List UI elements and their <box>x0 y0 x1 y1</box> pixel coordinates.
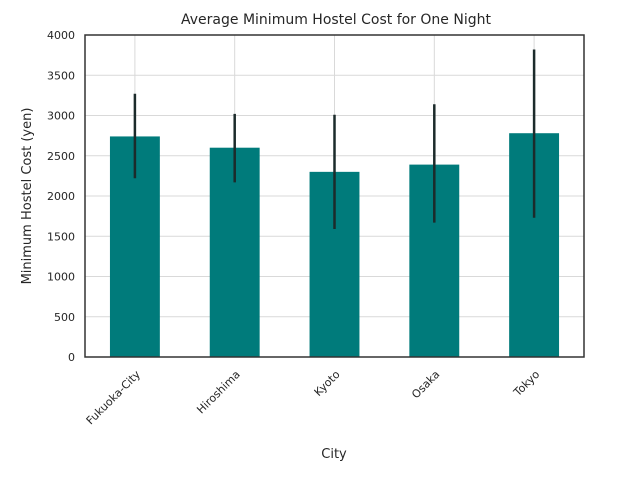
x-tick-label: Osaka <box>409 368 442 401</box>
y-tick-label: 4000 <box>47 29 75 42</box>
y-tick-label: 1000 <box>47 271 75 284</box>
x-tick-label: Tokyo <box>511 368 543 400</box>
chart-title: Average Minimum Hostel Cost for One Nigh… <box>181 12 491 28</box>
bar-hiroshima <box>209 147 260 357</box>
x-tick-label: Fukuoka-City <box>84 368 144 428</box>
y-tick-label: 2500 <box>47 150 75 163</box>
y-tick-label: 3500 <box>47 69 75 82</box>
y-tick-label: 0 <box>68 351 75 364</box>
plot-frame <box>84 34 585 358</box>
y-tick-label: 3000 <box>47 110 75 123</box>
error-bar-group <box>133 49 536 230</box>
x-tick-label: Hiroshima <box>194 368 242 416</box>
y-tick-label: 2000 <box>47 190 75 203</box>
bar-group <box>109 133 560 357</box>
y-axis-label: Minimum Hostel Cost (yen) <box>20 108 35 285</box>
y-tick-label: 1500 <box>47 230 75 243</box>
y-tick-labels: 0 500 1000 1500 2000 2500 3000 3500 4000 <box>47 29 75 364</box>
x-tick-label: Kyoto <box>312 368 343 399</box>
y-tick-label: 500 <box>54 311 75 324</box>
x-axis-label: City <box>321 447 347 462</box>
x-tick-labels: Fukuoka-City Hiroshima Kyoto Osaka Tokyo <box>84 368 543 428</box>
